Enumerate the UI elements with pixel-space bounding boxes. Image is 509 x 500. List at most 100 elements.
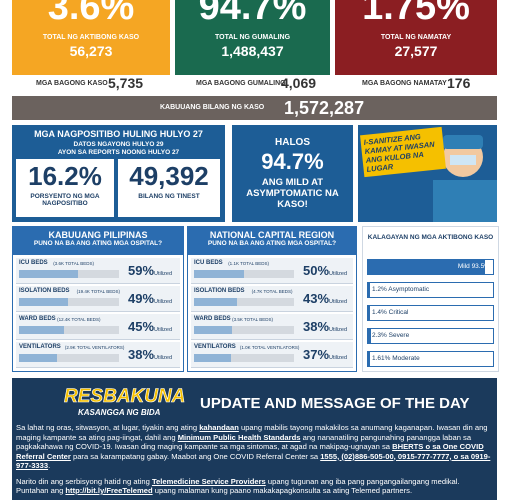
util-track	[194, 270, 294, 278]
recovered-total: 1,488,437	[221, 43, 284, 59]
text-run: kahandaan	[199, 423, 239, 432]
row-name: WARD BEDS	[194, 316, 231, 322]
row-name: ISOLATION BEDS	[194, 288, 245, 294]
hospital-row: WARD BEDS (12.4K TOTAL BEDS) 45% Utilized	[16, 314, 180, 340]
util-value: 37%	[303, 347, 330, 362]
paragraph: Narito din ang serbisyong hatid ng ating…	[16, 477, 491, 496]
positivity-sub: DATOS NGAYONG HULYO 29	[73, 141, 164, 148]
row-name: VENTILATORS	[19, 344, 61, 350]
status-label: 2.3% Severe	[372, 332, 410, 339]
text-run: BHERTS o sa One COVID Referral Center	[16, 442, 484, 461]
active-pct: 3.6%	[47, 0, 135, 28]
mild-value: 94.7%	[261, 149, 324, 174]
util-track	[19, 326, 119, 334]
panel-sub: PUNO NA BA ANG ATING MGA OSPITAL?	[33, 240, 163, 247]
row-name: ICU BEDS	[19, 260, 48, 266]
deaths-label: TOTAL NG NAMATAY	[380, 34, 452, 41]
new-label: MGA BAGONG NAMATAY	[362, 80, 447, 87]
row-total: (3.6K TOTAL BEDS)	[53, 260, 95, 266]
text-run: Narito din ang serbisyong hatid ng ating	[16, 476, 152, 486]
status-label: 1.2% Asymptomatic	[372, 286, 430, 293]
mild-lead: HALOS	[275, 137, 310, 148]
total-value: 1,572,287	[284, 98, 365, 118]
status-label: 1.4% Critical	[372, 309, 409, 316]
status-bar	[368, 260, 485, 274]
util-track	[19, 270, 119, 278]
hospital-row: VENTILATORS (2.9K TOTAL VENTILATORS) 38% Ut…	[16, 342, 180, 368]
row-name: VENTILATORS	[194, 344, 236, 350]
util-value: 43%	[303, 291, 330, 306]
hospital-row: ICU BEDS (1.1K TOTAL BEDS) 50% Utilized	[191, 258, 353, 284]
status-panel: KALAGAYAN NG MGA AKTIBONG KASO Mild 93.5…	[362, 226, 499, 372]
mild-text: ANG MILD AT ASYMPTOMATIC NA KASO!	[246, 177, 339, 210]
paragraph: Sa lahat ng oras, sitwasyon, at lugar, t…	[16, 423, 491, 471]
status-track: 1.2% Asymptomatic	[367, 282, 494, 298]
util-bar	[19, 270, 78, 278]
util-track	[19, 298, 119, 306]
hospital-row: VENTILATORS (1.0K TOTAL VENTILATORS) 37% Ut…	[191, 342, 353, 368]
message-body: Sa lahat ng oras, sitwasyon, at lugar, t…	[16, 423, 491, 496]
text-run: upang tugunan ang iba pang pangangailang…	[16, 476, 460, 496]
total-bar: KABUUANG BILANG NG KASO 1,572,287	[12, 96, 497, 120]
mild-panel: HALOS 94.7% ANG MILD AT ASYMPTOMATIC NA …	[232, 125, 353, 222]
text-run: Telemedicine Service Providers	[151, 476, 266, 486]
row-total: (3.5K TOTAL BEDS)	[232, 316, 273, 322]
hospital-panel: KABUUANG PILIPINAS PUNO NA BA ANG ATING …	[12, 226, 184, 372]
status-track: 1.4% Critical	[367, 305, 494, 321]
tested-value: 49,392	[129, 161, 209, 191]
util-bar	[19, 298, 68, 306]
util-unit: Utilized	[154, 327, 173, 333]
new-value: 5,735	[108, 75, 144, 91]
rate-value: 16.2%	[28, 161, 102, 191]
util-value: 38%	[303, 319, 330, 334]
deaths-pct: 1.75%	[362, 0, 470, 28]
panel-sub: PUNO NA BA ANG ATING MGA OSPITAL?	[207, 240, 337, 247]
positivity-sub: AYON SA REPORTS NOONG HULYO 27	[57, 149, 180, 156]
sanitize-text: I-SANITIZE ANG KAMAY AT IWASAN ANG KULOB…	[360, 126, 446, 178]
util-value: 59%	[128, 263, 155, 278]
row-total: (1.1K TOTAL BEDS)	[228, 260, 270, 266]
recovered-label: TOTAL NG GUMALING	[214, 34, 291, 41]
util-unit: Utilized	[329, 299, 348, 305]
util-bar	[194, 354, 231, 362]
util-bar	[194, 298, 237, 306]
row-total: (2.9K TOTAL VENTILATORS)	[64, 344, 125, 350]
status-bar	[368, 306, 370, 320]
util-value: 49%	[128, 291, 155, 306]
util-value: 45%	[128, 319, 155, 334]
text-run: Sa lahat ng oras, sitwasyon, at lugar, t…	[16, 423, 200, 432]
deaths-total: 27,577	[394, 43, 438, 59]
util-value: 38%	[128, 347, 155, 362]
util-unit: Utilized	[154, 355, 173, 361]
text-run: ang nananatiling pangunahing panangga la…	[16, 432, 472, 452]
recovered-pct: 94.7%	[198, 0, 307, 28]
active-label: TOTAL NG AKTIBONG KASO	[42, 34, 140, 41]
panel-title: KABUUANG PILIPINAS	[48, 230, 148, 240]
active-box: 3.6% TOTAL NG AKTIBONG KASO 56,273	[12, 0, 170, 75]
status-track: 1.61% Moderate	[367, 351, 494, 367]
status-bar	[368, 283, 370, 297]
new-label: MGA BAGONG KASO	[36, 80, 108, 87]
util-value: 50%	[303, 263, 330, 278]
tested-box: 49,392 BILANG NG TINEST	[118, 159, 220, 217]
text-run: Minimum Public Health Standards	[177, 432, 301, 442]
row-total: (12.4K TOTAL BEDS)	[57, 316, 101, 322]
message-panel: RESBAKUNA KASANGGA NG BIDA UPDATE AND ME…	[12, 378, 497, 500]
util-unit: Utilized	[329, 355, 348, 361]
illustration	[433, 135, 497, 222]
text-run: upang mabilis tayong makakilos sa anuman…	[16, 423, 488, 442]
util-unit: Utilized	[154, 299, 173, 305]
status-track: 2.3% Severe	[367, 328, 494, 344]
util-bar	[19, 326, 64, 334]
util-track	[19, 354, 119, 362]
panel-header: NATIONAL CAPITAL REGION PUNO NA BA ANG A…	[188, 227, 356, 255]
hospital-row: WARD BEDS (3.5K TOTAL BEDS) 38% Utilized	[191, 314, 353, 340]
text-run: 1555, (02)886-505-00, 0915-777-7777, o s…	[16, 451, 491, 471]
text-run: upang malaman kung paano makakapagkonsul…	[152, 486, 413, 495]
text-run: para sa karampatang gabay. Maabot ang On…	[70, 451, 321, 461]
message-title: UPDATE AND MESSAGE OF THE DAY	[200, 395, 470, 412]
hospital-row: ICU BEDS (3.6K TOTAL BEDS) 59% Utilized	[16, 258, 180, 284]
row-total: (19.4K TOTAL BEDS)	[76, 288, 120, 294]
recovered-box: 94.7% TOTAL NG GUMALING 1,488,437	[175, 0, 330, 75]
